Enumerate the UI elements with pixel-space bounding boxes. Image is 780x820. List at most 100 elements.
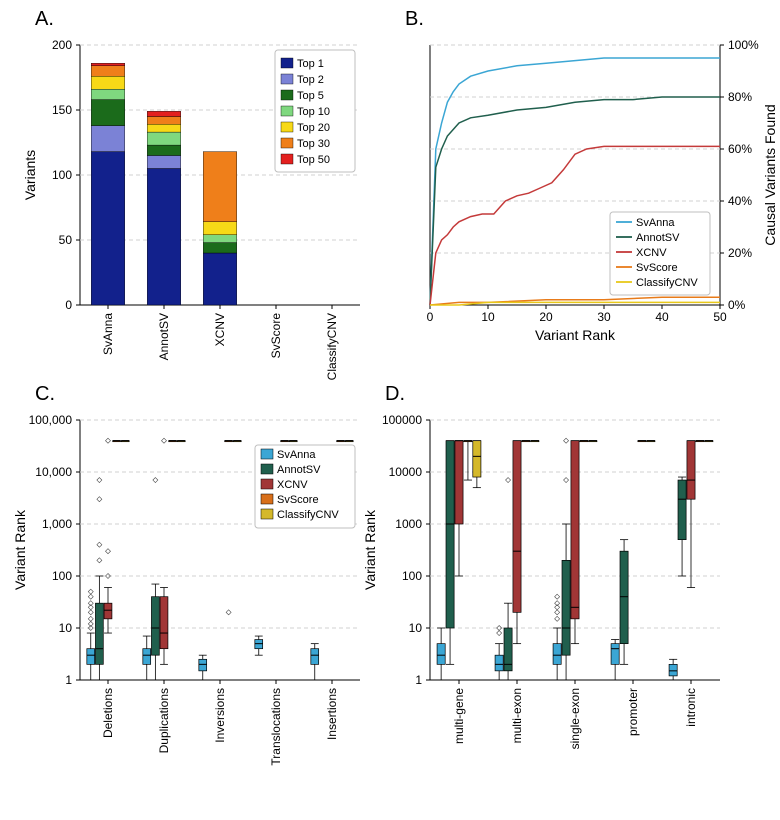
svg-text:10: 10 <box>59 621 73 635</box>
svg-text:AnnotSV: AnnotSV <box>636 232 680 244</box>
bar-segment <box>147 111 181 116</box>
box <box>104 603 112 619</box>
svg-text:0: 0 <box>65 298 72 312</box>
svg-text:Top 10: Top 10 <box>297 106 330 118</box>
box <box>446 441 454 628</box>
bar-segment <box>147 132 181 145</box>
box <box>311 649 319 665</box>
bar-segment <box>203 243 237 253</box>
svg-text:Top 5: Top 5 <box>297 90 324 102</box>
svg-text:AnnotSV: AnnotSV <box>277 464 321 476</box>
svg-text:Translocations: Translocations <box>269 688 283 766</box>
svg-text:50: 50 <box>59 233 73 247</box>
bar-segment <box>91 100 125 126</box>
svg-text:SvAnna: SvAnna <box>636 217 675 229</box>
svg-text:XCNV: XCNV <box>636 247 667 259</box>
box <box>571 441 579 619</box>
svg-text:Top 2: Top 2 <box>297 74 324 86</box>
box <box>669 664 677 676</box>
svg-text:multi-exon: multi-exon <box>510 688 524 743</box>
box <box>513 441 521 613</box>
xtick-label: XCNV <box>213 313 227 346</box>
xtick-label: ClassifyCNV <box>325 313 339 380</box>
box <box>143 649 151 665</box>
bar-segment <box>203 222 237 235</box>
bar-segment <box>91 89 125 99</box>
box <box>473 441 481 477</box>
panel-a-label: A. <box>35 8 54 30</box>
xtick-label: SvAnna <box>101 313 115 355</box>
svg-text:50: 50 <box>713 310 727 324</box>
box <box>611 644 619 665</box>
svg-text:30: 30 <box>597 310 611 324</box>
svg-text:promoter: promoter <box>626 688 640 736</box>
box <box>620 551 628 643</box>
svg-text:20%: 20% <box>728 246 752 260</box>
svg-text:multi-gene: multi-gene <box>452 688 466 744</box>
svg-text:ClassifyCNV: ClassifyCNV <box>277 509 339 521</box>
svg-text:Top 20: Top 20 <box>297 122 330 134</box>
svg-text:C.: C. <box>35 383 55 405</box>
svg-text:intronic: intronic <box>684 688 698 727</box>
svg-text:Insertions: Insertions <box>325 688 339 740</box>
svg-text:1: 1 <box>415 673 422 687</box>
svg-text:10: 10 <box>409 621 423 635</box>
svg-text:Duplications: Duplications <box>157 688 171 753</box>
bar-segment <box>203 253 237 305</box>
svg-text:1,000: 1,000 <box>42 517 72 531</box>
svg-text:Deletions: Deletions <box>101 688 115 738</box>
bar-segment <box>147 124 181 132</box>
bar-segment <box>91 66 125 76</box>
box <box>678 480 686 540</box>
svg-text:0: 0 <box>427 310 434 324</box>
svg-text:40%: 40% <box>728 194 752 208</box>
svg-text:150: 150 <box>52 103 72 117</box>
svg-text:Variant Rank: Variant Rank <box>362 509 378 590</box>
panel-b-ylabel: Causal Variants Found <box>762 104 778 245</box>
box <box>495 655 503 671</box>
bar-segment <box>91 126 125 152</box>
box <box>562 560 570 655</box>
bar-segment <box>203 152 237 222</box>
svg-text:Top 50: Top 50 <box>297 154 330 166</box>
box <box>151 597 159 655</box>
svg-text:40: 40 <box>655 310 669 324</box>
panel-b-xlabel: Variant Rank <box>535 327 616 343</box>
bar-segment <box>91 63 125 66</box>
svg-text:0%: 0% <box>728 298 746 312</box>
svg-text:XCNV: XCNV <box>277 479 308 491</box>
svg-text:D.: D. <box>385 383 405 405</box>
bar-segment <box>147 156 181 169</box>
svg-text:Inversions: Inversions <box>213 688 227 743</box>
svg-text:100: 100 <box>52 569 72 583</box>
svg-text:100%: 100% <box>728 38 759 52</box>
bar-segment <box>147 117 181 125</box>
svg-text:ClassifyCNV: ClassifyCNV <box>636 277 698 289</box>
svg-text:100: 100 <box>402 569 422 583</box>
box <box>95 603 103 664</box>
bar-segment <box>203 235 237 243</box>
box <box>87 649 95 665</box>
xtick-label: SvScore <box>269 313 283 359</box>
svg-text:80%: 80% <box>728 90 752 104</box>
svg-text:20: 20 <box>539 310 553 324</box>
svg-text:10000: 10000 <box>389 465 423 479</box>
box <box>160 597 168 649</box>
svg-text:200: 200 <box>52 38 72 52</box>
svg-text:SvScore: SvScore <box>277 494 319 506</box>
panel-a-ylabel: Variants <box>22 150 38 200</box>
figure: A.050100150200VariantsSvAnnaAnnotSVXCNVS… <box>0 0 780 820</box>
svg-text:Variant Rank: Variant Rank <box>12 509 28 590</box>
bar-segment <box>91 152 125 305</box>
xtick-label: AnnotSV <box>157 313 171 360</box>
svg-text:SvAnna: SvAnna <box>277 449 316 461</box>
box <box>553 644 561 665</box>
svg-text:10: 10 <box>481 310 495 324</box>
svg-text:single-exon: single-exon <box>568 688 582 749</box>
box <box>437 644 445 665</box>
svg-text:1000: 1000 <box>395 517 422 531</box>
svg-text:100000: 100000 <box>382 413 422 427</box>
svg-text:100,000: 100,000 <box>29 413 73 427</box>
svg-text:10,000: 10,000 <box>35 465 72 479</box>
box <box>687 441 695 499</box>
